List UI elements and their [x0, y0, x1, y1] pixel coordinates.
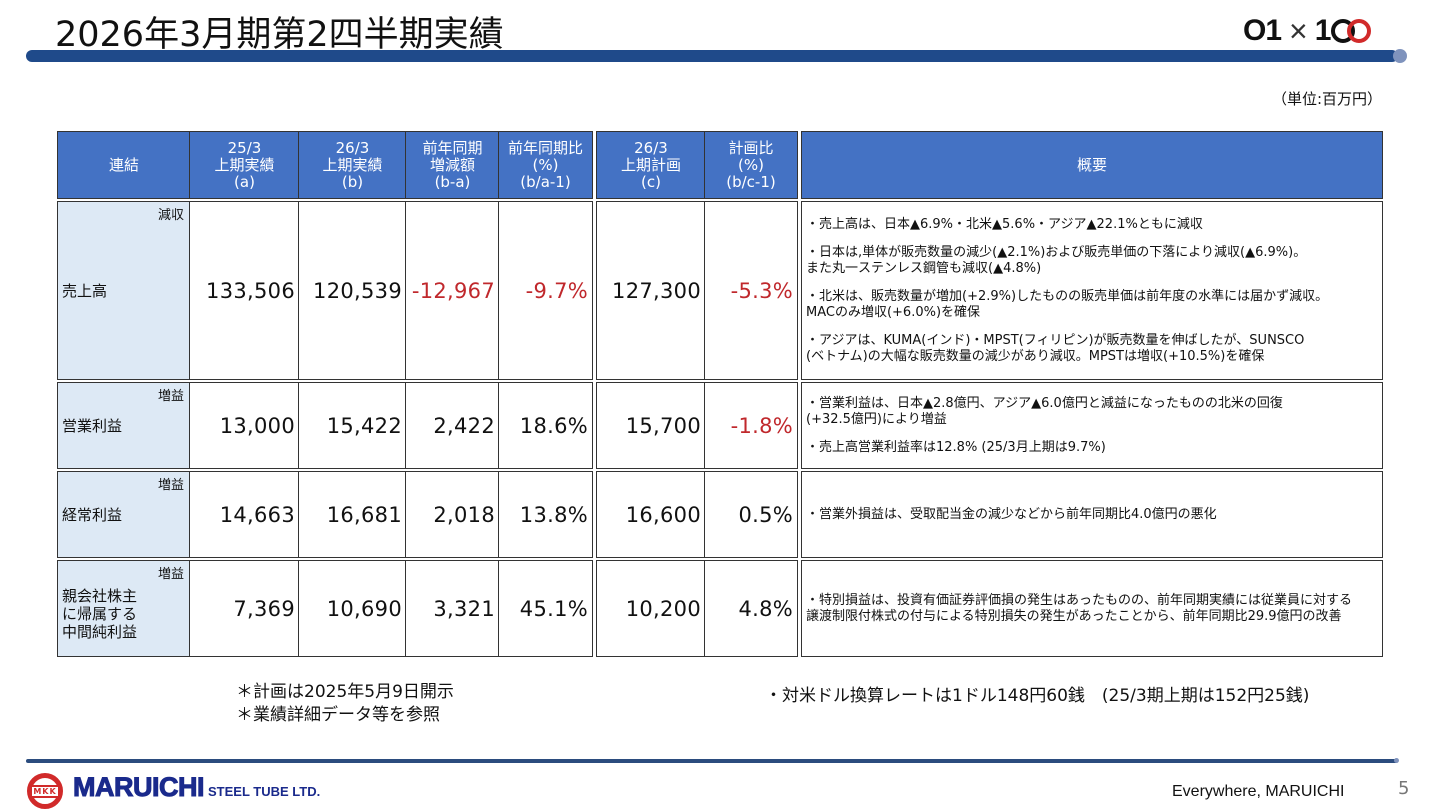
- cell-yoy-pct: -9.7%: [498, 201, 593, 380]
- page-number: 5: [1398, 778, 1410, 799]
- cell-vs-plan: -5.3%: [704, 201, 798, 380]
- brand-suffix: STEEL TUBE LTD.: [208, 784, 321, 799]
- col-header-current-actual: 26/3 上期実績 (b): [298, 131, 407, 199]
- cell-yoy-pct: 18.6%: [498, 382, 593, 469]
- row-label: 営業利益: [62, 416, 123, 435]
- brand-name: MARUICHI: [73, 772, 206, 803]
- cell-yoy-diff: 2,018: [405, 471, 500, 558]
- cell-yoy-diff: 2,422: [405, 382, 500, 469]
- footnote-exchange-rate: ・対米ドル換算レートは1ドル148円60銭 (25/3期上期は152円25銭): [765, 686, 1310, 706]
- status-tag: 減収: [157, 208, 184, 223]
- status-tag: 増益: [157, 478, 184, 493]
- row-label-net-income: 増益 親会社株主 に帰属する 中間純利益: [57, 560, 191, 657]
- row-label-net-sales: 減収 売上高: [57, 201, 191, 380]
- cell-yoy-pct: 13.8%: [498, 471, 593, 558]
- col-header-prior-actual: 25/3 上期実績 (a): [189, 131, 300, 199]
- unit-label: （単位:百万円）: [1272, 90, 1383, 108]
- cell-vs-plan: 4.8%: [704, 560, 798, 657]
- summary-bullet: ・売上高は、日本▲6.9%・北米▲5.6%・アジア▲22.1%ともに減収: [806, 216, 1203, 232]
- cell-yoy-diff: -12,967: [405, 201, 500, 380]
- col-header-vs-plan: 計画比 (%) (b/c-1): [704, 131, 798, 199]
- cell-prior-actual: 133,506: [189, 201, 300, 380]
- col-header-plan: 26/3 上期計画 (c): [596, 131, 706, 199]
- cell-yoy-pct: 45.1%: [498, 560, 593, 657]
- row-label-ordinary-profit: 増益 経常利益: [57, 471, 191, 558]
- cell-plan: 16,600: [596, 471, 706, 558]
- footnote-plan: ＊計画は2025年5月9日開示 ＊業績詳細データ等を参照: [236, 682, 454, 725]
- summary-bullet: ・日本は,単体が販売数量の減少(▲2.1%)および販売単価の下落により減収(▲6…: [806, 244, 1307, 276]
- cell-current-actual: 120,539: [298, 201, 407, 380]
- cell-prior-actual: 13,000: [189, 382, 300, 469]
- cell-yoy-diff: 3,321: [405, 560, 500, 657]
- cell-prior-actual: 14,663: [189, 471, 300, 558]
- company-brand: MARUICHI STEEL TUBE LTD.: [73, 772, 321, 803]
- title-underline-bar: [26, 50, 1398, 62]
- cell-vs-plan: -1.8%: [704, 382, 798, 469]
- row-label-operating-profit: 増益 営業利益: [57, 382, 191, 469]
- cell-plan: 15,700: [596, 382, 706, 469]
- cell-vs-plan: 0.5%: [704, 471, 798, 558]
- cell-summary-net-income: ・特別損益は、投資有価証券評価損の発生はあったものの、前年同期実績には従業員に対…: [801, 560, 1383, 657]
- col-header-yoy-diff: 前年同期 増減額 (b-a): [405, 131, 500, 199]
- summary-bullet: ・営業利益は、日本▲2.8億円、アジア▲6.0億円と減益になったものの北米の回復…: [806, 395, 1283, 427]
- col-header-consolidated: 連結: [57, 131, 191, 199]
- page-title: 2026年3月期第2四半期実績: [55, 15, 504, 55]
- cell-prior-actual: 7,369: [189, 560, 300, 657]
- footer-divider-end-dot: [1394, 758, 1399, 763]
- summary-bullet: ・営業外損益は、受取配当金の減少などから前年同期比4.0億円の悪化: [806, 506, 1217, 522]
- cell-current-actual: 10,690: [298, 560, 407, 657]
- status-tag: 増益: [157, 567, 184, 582]
- footer-divider: [26, 759, 1398, 763]
- 01x100-logo: O1 × 1: [1243, 13, 1372, 49]
- col-header-summary: 概要: [801, 131, 1383, 199]
- summary-bullet: ・特別損益は、投資有価証券評価損の発生はあったものの、前年同期実績には従業員に対…: [806, 592, 1353, 624]
- mkk-logo-icon: MKK: [27, 773, 63, 809]
- cell-summary-operating-profit: ・営業利益は、日本▲2.8億円、アジア▲6.0億円と減益になったものの北米の回復…: [801, 382, 1383, 469]
- cell-current-actual: 15,422: [298, 382, 407, 469]
- cell-current-actual: 16,681: [298, 471, 407, 558]
- row-label: 売上高: [62, 281, 108, 300]
- cell-summary-ordinary-profit: ・営業外損益は、受取配当金の減少などから前年同期比4.0億円の悪化: [801, 471, 1383, 558]
- summary-bullet: ・売上高営業利益率は12.8% (25/3月上期は9.7%): [806, 439, 1106, 455]
- row-label: 経常利益: [62, 505, 123, 524]
- cell-plan: 127,300: [596, 201, 706, 380]
- status-tag: 増益: [157, 389, 184, 404]
- cell-plan: 10,200: [596, 560, 706, 657]
- slogan: Everywhere, MARUICHI: [1172, 783, 1345, 800]
- title-bar-end-dot: [1393, 49, 1407, 63]
- row-label: 親会社株主 に帰属する 中間純利益: [62, 587, 138, 642]
- col-header-yoy-pct: 前年同期比 (%) (b/a-1): [498, 131, 593, 199]
- summary-bullet: ・北米は、販売数量が増加(+2.9%)したものの販売単価は前年度の水準には届かず…: [806, 288, 1329, 320]
- summary-bullet: ・アジアは、KUMA(インド)・MPST(フィリピン)が販売数量を伸ばしたが、S…: [806, 332, 1305, 364]
- cell-summary-net-sales: ・売上高は、日本▲6.9%・北米▲5.6%・アジア▲22.1%ともに減収 ・日本…: [801, 201, 1383, 380]
